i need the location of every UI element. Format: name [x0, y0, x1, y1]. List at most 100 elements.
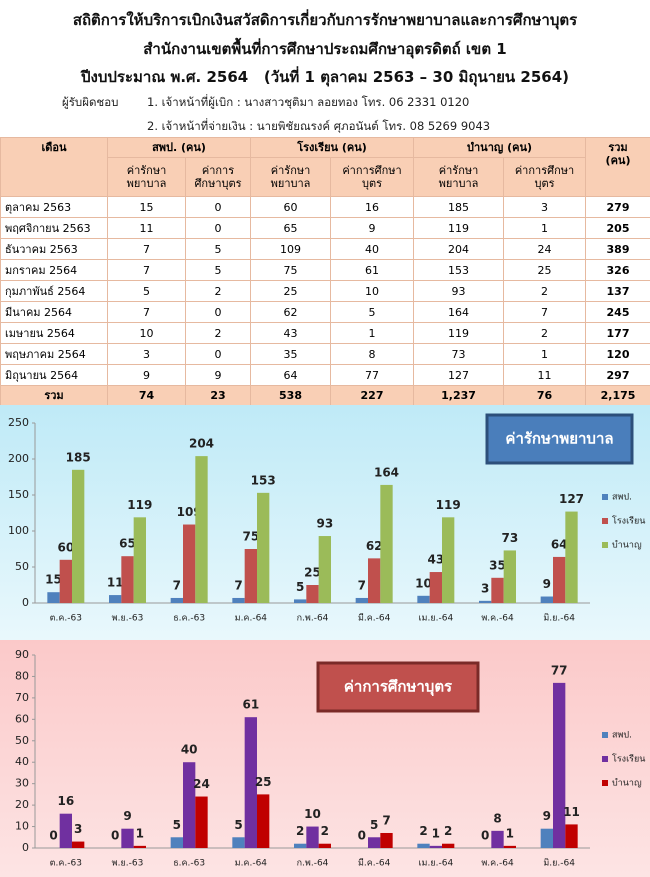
legend-label: สพป.: [612, 731, 632, 741]
header-text: (คน): [605, 154, 631, 167]
table-cell: 177: [585, 322, 650, 344]
bar: [417, 843, 430, 848]
data-label: 3: [481, 581, 489, 595]
table-cell: 5: [184, 238, 252, 260]
data-label: 119: [127, 498, 152, 512]
data-label: 60: [57, 540, 74, 554]
table-cell: 9: [184, 364, 252, 386]
bar: [503, 845, 516, 848]
y-tick-label: 50: [15, 560, 29, 573]
table-cell: พฤศจิกายน 2563: [0, 217, 108, 239]
bar: [442, 843, 455, 848]
table-cell: มีนาคม 2564: [0, 301, 108, 323]
bar: [429, 572, 442, 603]
table-cell: 60: [250, 196, 332, 218]
table-cell: 227: [330, 385, 415, 406]
y-tick-label: 40: [15, 755, 29, 768]
bar: [72, 469, 85, 603]
chart-title: ค่าการศึกษาบุตร: [344, 678, 453, 697]
table-cell: พฤษภาคม 2564: [0, 343, 108, 365]
x-tick-label: เม.ย.-64: [418, 614, 453, 624]
table-cell: 15: [107, 196, 186, 218]
legend-label: สพป.: [612, 493, 632, 503]
x-tick-label: ก.พ.-64: [297, 859, 329, 869]
data-label: 2: [419, 824, 427, 838]
table-cell: ค่าการศึกษาบุตร: [503, 157, 587, 197]
table-cell: 16: [330, 196, 415, 218]
table-cell: 75: [250, 259, 332, 281]
bar: [553, 556, 566, 603]
data-label: 64: [551, 537, 568, 551]
chart-title: ค่ารักษาพยาบาล: [505, 430, 613, 448]
bar: [232, 597, 245, 603]
x-tick-label: ธ.ค.-63: [173, 859, 205, 869]
data-label: 204: [189, 437, 214, 451]
bar: [306, 585, 319, 603]
table-cell: 1,237: [413, 385, 505, 406]
legend-label: บำนาญ: [612, 540, 642, 551]
legend-label: โรงเรียน: [612, 754, 645, 765]
table-cell: 35: [250, 343, 332, 365]
legend-swatch: [602, 756, 608, 762]
bar: [442, 517, 455, 603]
bar: [380, 484, 393, 603]
bar: [109, 595, 122, 603]
table-row: มีนาคม 2564 7 0 62 5 164 7 245: [0, 301, 650, 323]
table-cell: 73: [413, 343, 505, 365]
table-cell: 74: [107, 385, 186, 406]
x-tick-label: มิ.ย.-64: [543, 613, 575, 624]
data-label: 61: [242, 698, 259, 712]
table-cell: 93: [413, 280, 505, 302]
table-cell: 9: [330, 217, 415, 239]
legend-swatch: [602, 542, 608, 548]
y-tick-label: 100: [8, 524, 29, 537]
table-cell: 389: [585, 238, 650, 260]
data-label: 127: [559, 492, 584, 506]
data-label: 16: [57, 794, 74, 808]
table-cell: 24: [503, 238, 587, 260]
bar: [232, 837, 245, 848]
data-label: 1: [136, 826, 144, 840]
bar: [553, 682, 566, 848]
data-label: 77: [551, 663, 568, 677]
table-cell: 25: [250, 280, 332, 302]
table-cell: มกราคม 2564: [0, 259, 108, 281]
data-label: 7: [173, 578, 181, 592]
y-tick-label: 80: [15, 669, 29, 682]
table-cell: 164: [413, 301, 505, 323]
table-cell: 3: [107, 343, 186, 365]
data-label: 164: [374, 465, 399, 479]
y-tick-label: 20: [15, 798, 29, 811]
data-label: 65: [119, 537, 136, 551]
table-cell: 7: [107, 301, 186, 323]
table-cell: ธันวาคม 2563: [0, 238, 108, 260]
bar: [121, 828, 134, 848]
bar: [355, 597, 368, 603]
table-cell: 119: [413, 217, 505, 239]
table-cell: 153: [413, 259, 505, 281]
table-cell: 5: [107, 280, 186, 302]
data-label: 0: [481, 829, 489, 843]
data-label: 3: [74, 822, 82, 836]
bar: [183, 524, 196, 603]
table-cell: กุมภาพันธ์ 2564: [0, 280, 108, 302]
data-label: 40: [181, 743, 198, 757]
data-label: 7: [382, 813, 390, 827]
bar: [47, 592, 60, 603]
table-row: ธันวาคม 2563 7 5 109 40 204 24 389: [0, 238, 650, 260]
table-row: รวม 74 23 538 227 1,237 76 2,175: [0, 385, 650, 406]
table-cell: 127: [413, 364, 505, 386]
bar: [294, 843, 307, 848]
y-tick-label: 200: [8, 452, 29, 465]
table-cell: เดือน: [0, 137, 108, 197]
bar: [183, 762, 196, 848]
y-tick-label: 90: [15, 648, 29, 661]
bar: [170, 597, 183, 603]
table-cell: 25: [503, 259, 587, 281]
x-tick-label: ม.ค.-64: [235, 859, 268, 869]
x-tick-label: มิ.ย.-64: [543, 858, 575, 869]
bar: [368, 837, 381, 848]
data-label: 15: [45, 573, 62, 587]
stats-table: เดือน สพป. (คน) โรงเรียน (คน) บำนาญ (คน) รวม…: [0, 137, 650, 406]
data-label: 119: [436, 498, 461, 512]
